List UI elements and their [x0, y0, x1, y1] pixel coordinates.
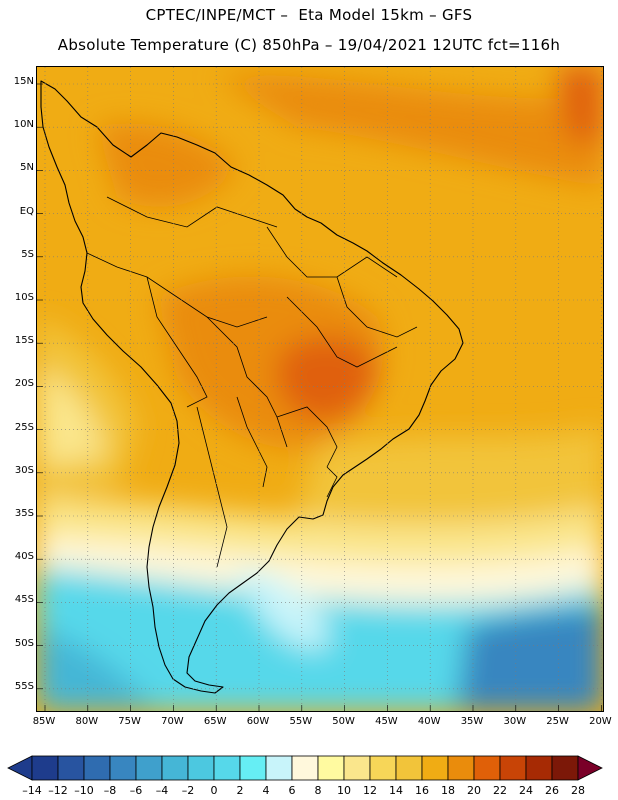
- legend-swatch: [473, 755, 501, 781]
- lat-label: EQ: [19, 205, 34, 217]
- legend-label: 16: [415, 784, 429, 797]
- legend-label: –4: [155, 784, 169, 797]
- warm-band-north: [217, 75, 603, 187]
- lon-label: 80W: [75, 716, 99, 727]
- legend-label: 12: [363, 784, 377, 797]
- lat-label: 35S: [14, 508, 34, 519]
- lat-label: 5S: [21, 248, 34, 260]
- lon-label: 75W: [118, 716, 141, 727]
- legend-label: –12: [48, 784, 68, 797]
- legend-label: 10: [337, 784, 351, 797]
- legend-label: –10: [74, 784, 94, 797]
- color-legend: [7, 755, 603, 781]
- south-america-coastline: [40, 80, 464, 694]
- lat-label: 30S: [14, 464, 34, 476]
- lon-label: 70W: [161, 716, 184, 727]
- lat-label: 45S: [14, 594, 34, 606]
- legend-arrow-high: [577, 755, 603, 781]
- legend-label: 22: [493, 784, 507, 797]
- warm-spot-ne: [557, 67, 603, 147]
- cold-light-patch: [237, 567, 329, 649]
- lon-label: 25W: [546, 716, 569, 727]
- country-borders: [86, 196, 418, 568]
- lon-label: 60W: [246, 716, 270, 727]
- lon-label: 65W: [203, 716, 227, 727]
- legend-swatch: [343, 755, 371, 781]
- legend-label: 4: [262, 784, 270, 797]
- lon-label: 85W: [32, 716, 56, 727]
- legend-arrow-low: [7, 755, 33, 781]
- legend-swatch: [31, 755, 59, 781]
- lon-label: 45W: [375, 716, 398, 727]
- map-subtitle: Absolute Temperature (C) 850hPa – 19/04/…: [57, 36, 561, 54]
- legend-label: –6: [129, 784, 143, 797]
- legend-label: –8: [103, 784, 117, 797]
- graticule: [37, 67, 603, 711]
- legend-label: 26: [545, 784, 559, 797]
- hot-core-central: [276, 336, 377, 420]
- lat-label: 40S: [14, 551, 34, 563]
- lat-label: 15S: [14, 335, 34, 347]
- lat-label: 15N: [13, 76, 34, 87]
- lon-label: 35W: [460, 716, 484, 727]
- legend-swatch: [499, 755, 527, 781]
- legend-swatch: [83, 755, 111, 781]
- legend-label: 2: [236, 784, 244, 797]
- lon-label: 50W: [332, 716, 355, 727]
- map-canvas: [37, 67, 603, 711]
- legend-swatch: [525, 755, 553, 781]
- lat-label: 25S: [14, 421, 34, 433]
- lat-label: 50S: [14, 637, 34, 649]
- legend-swatch: [447, 755, 475, 781]
- temperature-map[interactable]: [36, 66, 604, 712]
- lat-label: 55S: [14, 680, 34, 692]
- legend-swatch: [109, 755, 137, 781]
- cool-south-atlantic: [297, 427, 603, 534]
- cold-core-se: [457, 607, 603, 711]
- legend-label: 14: [389, 784, 403, 797]
- legend-swatch: [239, 755, 267, 781]
- legend-swatch: [57, 755, 85, 781]
- lat-label: 10S: [14, 292, 34, 303]
- legend-label: –14: [22, 784, 42, 797]
- legend-swatch: [161, 755, 189, 781]
- legend-label: 8: [314, 784, 322, 797]
- legend-swatch: [265, 755, 293, 781]
- cool-pacific-2: [37, 367, 107, 467]
- legend-swatch: [317, 755, 345, 781]
- lon-label: 20W: [589, 716, 612, 727]
- lon-label: 30W: [503, 716, 527, 727]
- legend-label: 20: [467, 784, 481, 797]
- warm-area-northwest: [97, 123, 237, 207]
- lat-label: 20S: [14, 378, 34, 390]
- lon-label: 40W: [417, 716, 441, 727]
- legend-label: 6: [288, 784, 296, 797]
- legend-swatch: [135, 755, 163, 781]
- legend-swatch: [213, 755, 241, 781]
- legend-label: 24: [519, 784, 533, 797]
- legend-label: 0: [210, 784, 218, 797]
- legend-swatch: [291, 755, 319, 781]
- lon-label: 55W: [289, 716, 313, 727]
- legend-swatch: [395, 755, 423, 781]
- cold-core-sw: [37, 627, 157, 711]
- legend-label: –2: [181, 784, 195, 797]
- legend-swatch: [551, 755, 579, 781]
- legend-swatch: [421, 755, 449, 781]
- legend-swatch: [369, 755, 397, 781]
- lat-label: 5N: [20, 162, 34, 174]
- legend-label: 18: [441, 784, 455, 797]
- lat-label: 10N: [13, 119, 34, 131]
- legend-label: 28: [571, 784, 585, 797]
- legend-swatch: [187, 755, 215, 781]
- map-title: CPTEC/INPE/MCT – Eta Model 15km – GFS: [145, 6, 473, 24]
